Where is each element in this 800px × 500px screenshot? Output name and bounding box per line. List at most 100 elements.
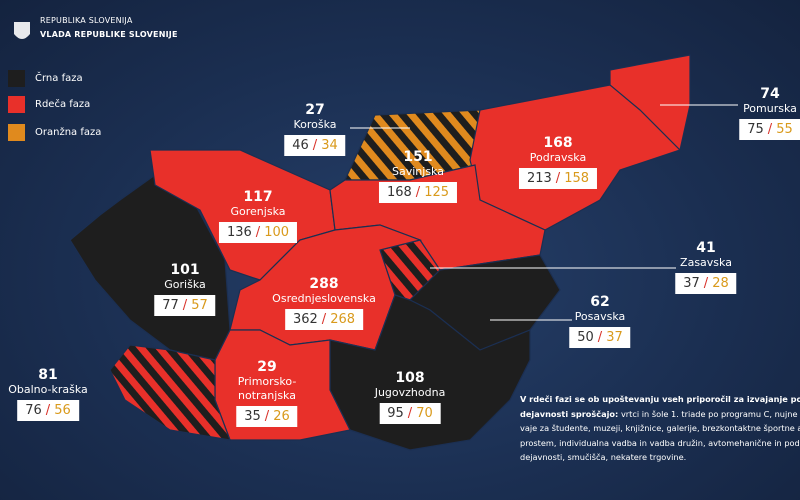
region-value: 29: [257, 359, 277, 375]
region-label: 81 Obalno-kraška 76/56: [8, 367, 88, 421]
legend-swatch: [8, 70, 25, 87]
region-label: 41 Zasavska 37/28: [675, 240, 737, 294]
region-value: 117: [243, 189, 273, 205]
value-a: 75: [747, 122, 764, 137]
logo: [14, 22, 30, 39]
legend-item: Oranžna faza: [8, 124, 101, 141]
note-line: vaje za študente, muzeji, knjižnice, gal…: [520, 423, 800, 433]
region-name: Koroška: [293, 118, 337, 131]
region-name: Osrednjeslovenska: [272, 292, 376, 305]
region-label: 168 Podravska 213/158: [518, 135, 598, 189]
region-obalno-kraska: [109, 344, 231, 441]
legend-label: Črna faza: [35, 73, 83, 84]
value-a: 37: [683, 276, 700, 291]
region-name: Jugovzhodna: [374, 386, 446, 399]
region-value: 288: [309, 276, 339, 292]
region-value: 101: [170, 262, 200, 278]
region-box: 77/57: [154, 295, 216, 316]
legend-swatch: [8, 96, 25, 113]
value-b: 268: [330, 312, 356, 327]
value-b: 125: [424, 185, 450, 200]
separator: /: [182, 298, 188, 313]
separator: /: [597, 330, 603, 345]
value-b: 55: [776, 122, 793, 137]
region-name: Pomurska: [743, 102, 797, 115]
region-box: 362/268: [284, 309, 364, 330]
region-box: 37/28: [675, 273, 737, 294]
header-line: VLADA REPUBLIKE SLOVENIJE: [40, 30, 178, 39]
value-a: 136: [226, 225, 252, 240]
separator: /: [321, 312, 327, 327]
region-label: 27 Koroška 46/34: [284, 102, 346, 156]
separator: /: [255, 225, 261, 240]
value-b: 100: [264, 225, 290, 240]
region-name: Savinjska: [392, 165, 444, 178]
region-label: 62 Posavska 50/37: [569, 294, 631, 348]
value-a: 50: [577, 330, 594, 345]
region-value: 81: [38, 367, 58, 383]
region-box: 75/55: [739, 119, 800, 140]
region-name: Gorenjska: [230, 205, 286, 218]
region-label: 108 Jugovzhodna 95/70: [374, 370, 446, 424]
header-line: REPUBLIKA SLOVENIJA: [40, 16, 133, 25]
region-value: 62: [590, 294, 610, 310]
note: V rdeči fazi se ob upoštevanju vseh prip…: [520, 392, 800, 465]
value-a: 95: [387, 406, 404, 421]
region-label: 288 Osrednjeslovenska 362/268: [272, 276, 376, 330]
value-a: 77: [162, 298, 179, 313]
region-box: 95/70: [379, 403, 441, 424]
separator: /: [264, 409, 270, 424]
region-value: 168: [543, 135, 573, 151]
separator: /: [415, 185, 421, 200]
separator: /: [703, 276, 709, 291]
region-name: Zasavska: [680, 256, 732, 269]
value-b: 158: [564, 171, 590, 186]
value-a: 213: [526, 171, 552, 186]
separator: /: [312, 138, 318, 153]
region-name: Obalno-kraška: [8, 383, 88, 396]
legend-swatch: [8, 124, 25, 141]
value-b: 57: [191, 298, 208, 313]
region-box: 46/34: [284, 135, 346, 156]
legend-label: Rdeča faza: [35, 99, 91, 110]
separator: /: [407, 406, 413, 421]
separator: /: [555, 171, 561, 186]
separator: /: [45, 403, 51, 418]
region-name: Primorsko- notranjska: [237, 375, 297, 402]
value-a: 76: [25, 403, 42, 418]
region-value: 74: [760, 86, 780, 102]
region-label: 74 Pomurska 75/55: [739, 86, 800, 140]
value-a: 35: [244, 409, 261, 424]
region-label: 29 Primorsko- notranjska 35/26: [236, 359, 298, 427]
value-a: 362: [292, 312, 318, 327]
legend-label: Oranžna faza: [35, 127, 102, 138]
note-line: dejavnosti, smučišča, nekatere trgovine.: [520, 452, 687, 462]
region-value: 41: [696, 240, 716, 256]
region-name: Goriška: [164, 278, 206, 291]
region-box: 136/100: [218, 222, 298, 243]
value-b: 70: [416, 406, 433, 421]
value-b: 37: [606, 330, 623, 345]
region-label: 117 Gorenjska 136/100: [218, 189, 298, 243]
region-value: 151: [403, 149, 433, 165]
region-name: Podravska: [529, 151, 587, 164]
region-value: 108: [395, 370, 425, 386]
region-label: 101 Goriška 77/57: [154, 262, 216, 316]
region-box: 50/37: [569, 327, 631, 348]
value-b: 26: [273, 409, 290, 424]
region-box: 35/26: [236, 406, 298, 427]
legend-item: Rdeča faza: [8, 96, 90, 113]
value-b: 28: [712, 276, 729, 291]
value-a: 46: [292, 138, 309, 153]
value-a: 168: [386, 185, 412, 200]
region-value: 27: [305, 102, 325, 118]
region-label: 151 Savinjska 168/125: [378, 149, 458, 203]
region-name: Posavska: [574, 310, 626, 323]
legend-item: Črna faza: [8, 70, 83, 87]
region-box: 76/56: [17, 400, 79, 421]
region-box: 213/158: [518, 168, 598, 189]
note-heading: V rdeči fazi se ob upoštevanju vseh prip…: [520, 394, 800, 404]
value-b: 56: [54, 403, 71, 418]
note-line: vrtci in šole 1. triade po programu C, n…: [620, 408, 800, 419]
